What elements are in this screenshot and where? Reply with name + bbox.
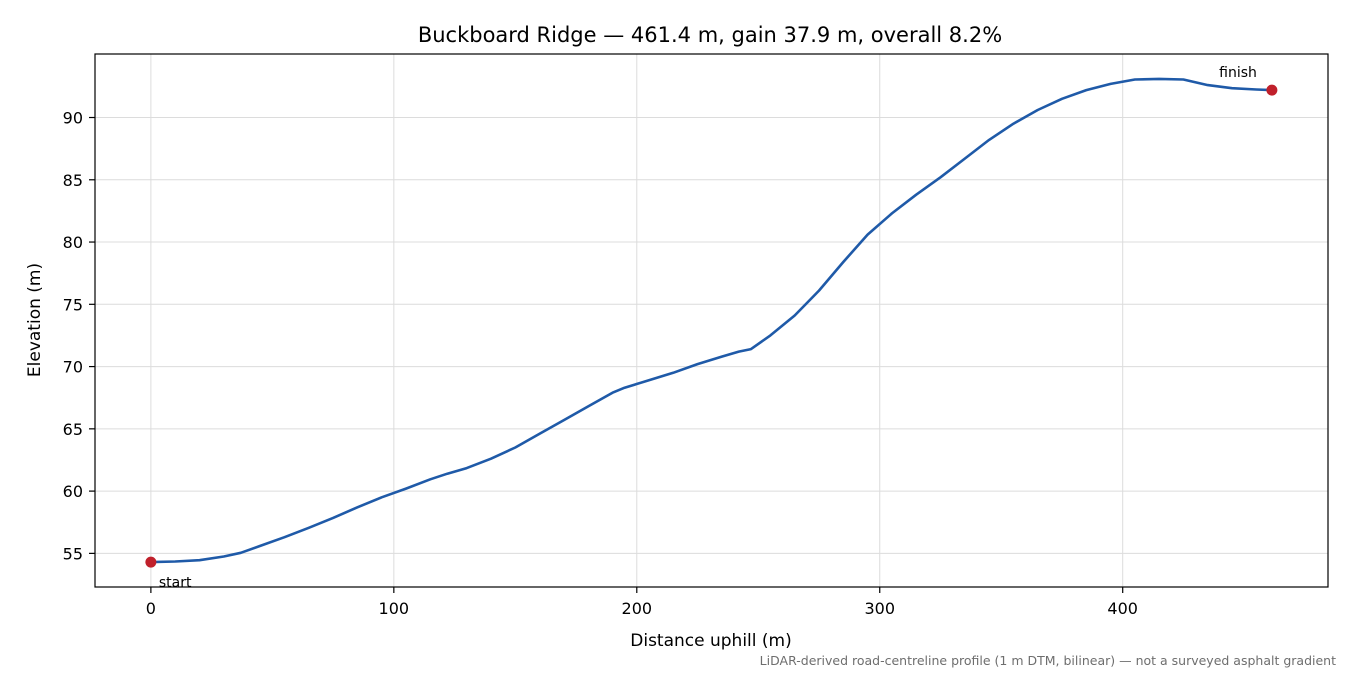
y-tick-label: 90 bbox=[63, 109, 83, 128]
y-tick-label: 60 bbox=[63, 482, 83, 501]
x-axis-label: Distance uphill (m) bbox=[630, 631, 791, 651]
y-tick-label: 55 bbox=[63, 544, 83, 563]
y-tick-label: 85 bbox=[63, 171, 83, 190]
elevation-line bbox=[149, 77, 1274, 564]
grid-lines bbox=[95, 54, 1328, 587]
y-axis-label: Elevation (m) bbox=[25, 263, 45, 377]
finish-label: finish bbox=[1219, 65, 1257, 81]
chart-title: Buckboard Ridge — 461.4 m, gain 37.9 m, … bbox=[418, 23, 1002, 47]
finish-marker bbox=[1266, 84, 1278, 96]
y-tick-label: 75 bbox=[63, 295, 83, 314]
start-marker bbox=[145, 556, 157, 568]
x-tick-label: 200 bbox=[622, 599, 653, 618]
y-tick-label: 80 bbox=[63, 233, 83, 252]
x-tick-label: 400 bbox=[1107, 599, 1138, 618]
y-tick-label: 70 bbox=[63, 358, 83, 377]
start-label: start bbox=[159, 575, 192, 591]
x-tick-label: 100 bbox=[379, 599, 410, 618]
y-tick-label: 65 bbox=[63, 420, 83, 439]
plot-frame bbox=[94, 53, 1329, 588]
series-layer bbox=[149, 77, 1274, 564]
footnote: LiDAR-derived road-centreline profile (1… bbox=[760, 653, 1336, 668]
x-tick-label: 300 bbox=[864, 599, 895, 618]
x-tick-label: 0 bbox=[146, 599, 156, 618]
axis-ticks: 0 100 200 300 400 55 60 65 70 75 80 85 90 bbox=[63, 109, 1138, 618]
